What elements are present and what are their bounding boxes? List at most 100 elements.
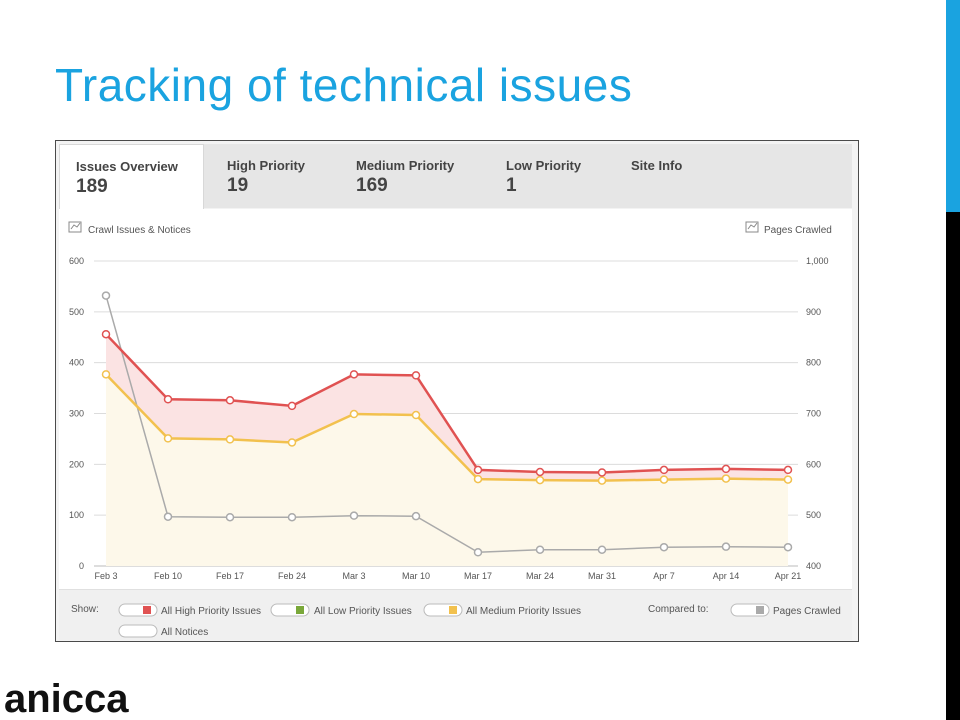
right-axis-tick-label: 600 xyxy=(806,459,821,469)
pages-crawled-point xyxy=(225,512,235,522)
pages-crawled-line xyxy=(105,295,789,554)
pages-crawled-point xyxy=(721,542,731,551)
pages-crawled-point xyxy=(287,512,297,522)
medium-priority-point xyxy=(721,474,731,483)
left-axis-tick-label: 400 xyxy=(69,358,84,368)
tab-label: Issues Overview xyxy=(76,159,178,174)
dashboard-screenshot: Issues Overview 189 High Priority 19 Med… xyxy=(55,140,859,642)
legend-compared-label: Compared to: xyxy=(648,604,709,615)
tab-label: High Priority xyxy=(227,158,306,173)
legend-swatch-low xyxy=(296,606,304,614)
legend-toggle-low-priority[interactable] xyxy=(270,603,310,617)
legend-toggle-pages-crawled[interactable] xyxy=(730,603,770,617)
high-priority-point xyxy=(163,395,173,404)
series-areas xyxy=(106,334,788,566)
high-priority-area xyxy=(106,334,788,481)
high-priority-point xyxy=(783,465,793,475)
tab-label: Site Info xyxy=(631,158,683,173)
left-axis-tick-label: 500 xyxy=(69,307,84,317)
right-axis-tick-label: 900 xyxy=(806,307,821,317)
tab-label: Medium Priority xyxy=(356,158,455,173)
right-axis-tick-label: 1,000 xyxy=(806,256,829,266)
x-axis-tick-label: Mar 17 xyxy=(464,571,492,581)
medium-priority-point xyxy=(411,410,421,420)
pages-crawled-point xyxy=(597,545,607,554)
x-axis-tick-label: Feb 24 xyxy=(278,571,306,581)
high-priority-line xyxy=(105,333,789,474)
pages-crawled-point xyxy=(349,511,359,520)
pages-crawled-point xyxy=(473,548,483,557)
tab-label: Low Priority xyxy=(506,158,582,173)
medium-priority-point xyxy=(659,475,669,484)
legend-show-label: Show: xyxy=(71,604,99,615)
high-priority-point xyxy=(349,370,359,379)
chart-svg: 0 400 100 500 200 600 300 700 400 800 500 900 600 1,0… xyxy=(68,221,841,638)
right-axis-tick-label: 400 xyxy=(806,561,821,571)
axes: 0 400 100 500 200 600 300 700 400 800 500 900 600 1,0… xyxy=(69,256,829,581)
left-chart-header: Crawl Issues & Notices xyxy=(88,225,191,236)
tab-low-priority[interactable]: Low Priority 1 xyxy=(490,144,610,210)
left-axis-tick-label: 100 xyxy=(69,510,84,520)
legend-swatch-pages xyxy=(756,606,764,614)
x-axis-tick-label: Feb 3 xyxy=(94,571,117,581)
legend-toggle-medium-priority[interactable] xyxy=(423,603,463,617)
medium-priority-point xyxy=(597,476,607,485)
legend-toggle-notices[interactable] xyxy=(118,624,158,638)
high-priority-point xyxy=(535,467,545,477)
legend-label-high: All High Priority Issues xyxy=(161,606,261,617)
right-chart-header: Pages Crawled xyxy=(764,225,832,236)
legend-label-notices: All Notices xyxy=(161,627,208,638)
high-priority-point xyxy=(473,465,483,475)
pages-crawled-point xyxy=(101,291,111,300)
pages-crawled-point xyxy=(659,542,669,552)
legend-swatch-medium xyxy=(449,606,457,614)
slide-title: Tracking of technical issues xyxy=(55,59,633,111)
high-priority-point xyxy=(597,468,607,477)
x-axis-tick-label: Feb 10 xyxy=(154,571,182,581)
medium-priority-point xyxy=(287,438,297,447)
legend-label-low: All Low Priority Issues xyxy=(314,606,412,617)
series-lines xyxy=(105,295,789,554)
medium-priority-point xyxy=(535,475,545,485)
pages-crawled-point xyxy=(411,511,421,521)
tab-count: 169 xyxy=(356,175,388,196)
accent-bar-top xyxy=(946,0,960,212)
x-axis-tick-label: Mar 31 xyxy=(588,571,616,581)
medium-priority-point xyxy=(783,475,793,484)
logo-text: anicca xyxy=(4,677,129,720)
tab-count: 19 xyxy=(227,175,249,196)
series-points xyxy=(101,291,793,557)
right-axis-tick-label: 700 xyxy=(806,409,821,419)
x-axis-tick-label: Feb 17 xyxy=(216,571,244,581)
pages-crawled-chart-icon xyxy=(745,221,759,233)
tab-high-priority[interactable]: High Priority 19 xyxy=(211,144,336,210)
high-priority-point xyxy=(411,371,421,380)
anicca-logo: anicca xyxy=(4,677,129,720)
medium-priority-line xyxy=(105,373,789,482)
medium-priority-point xyxy=(101,370,111,379)
tab-issues-overview[interactable]: Issues Overview 189 xyxy=(59,144,204,210)
legend-label-pages: Pages Crawled xyxy=(773,606,841,617)
medium-priority-point xyxy=(473,474,483,484)
medium-priority-point xyxy=(163,434,173,443)
left-axis-tick-label: 300 xyxy=(69,409,84,419)
medium-priority-point xyxy=(225,435,235,444)
x-axis-tick-label: Apr 7 xyxy=(653,571,675,581)
x-axis-tick-label: Mar 24 xyxy=(526,571,554,581)
high-priority-point xyxy=(225,396,235,405)
pages-crawled-point xyxy=(163,512,173,521)
high-priority-point xyxy=(721,464,731,474)
tab-site-info[interactable]: Site Info xyxy=(615,144,715,210)
legend-swatch-high xyxy=(143,606,151,614)
left-axis-tick-label: 0 xyxy=(79,561,84,571)
tab-medium-priority[interactable]: Medium Priority 169 xyxy=(340,144,485,210)
high-priority-point xyxy=(659,465,669,475)
high-priority-point xyxy=(287,401,297,411)
tab-count: 1 xyxy=(506,175,517,196)
tab-count: 189 xyxy=(76,176,108,197)
legend-toggle-high-priority[interactable] xyxy=(118,603,158,617)
left-axis-tick-label: 200 xyxy=(69,459,84,469)
right-axis-tick-label: 800 xyxy=(806,358,821,368)
x-axis-tick-label: Mar 3 xyxy=(342,571,365,581)
crawl-issues-chart-icon xyxy=(68,221,82,233)
